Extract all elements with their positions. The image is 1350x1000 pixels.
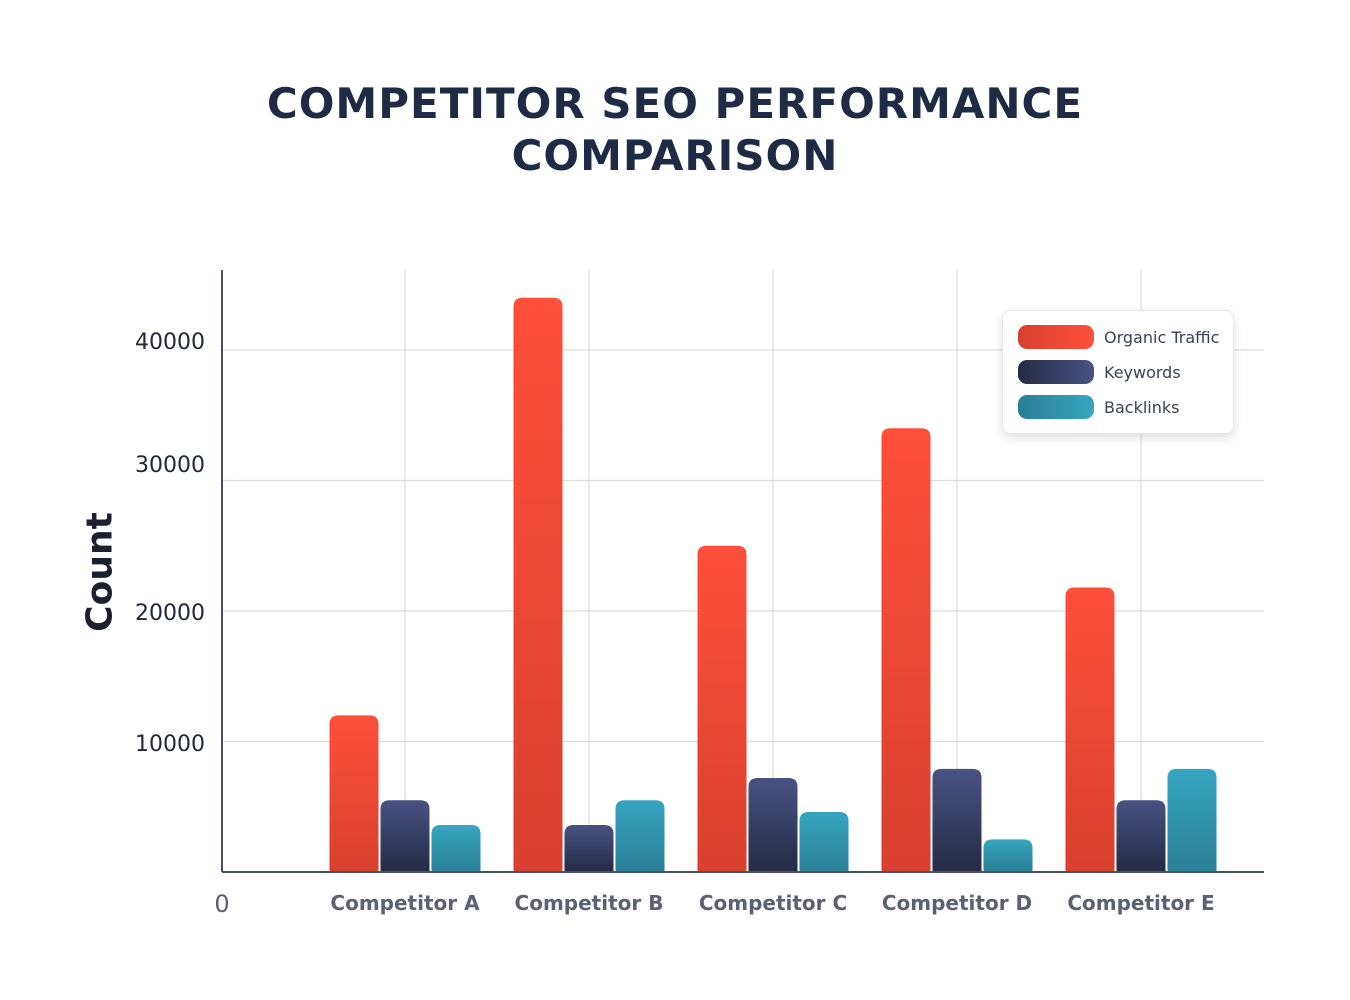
legend-label-keywords: Keywords xyxy=(1104,362,1181,382)
x-tick-label-competitor-a: Competitor A xyxy=(330,891,480,915)
bar-competitor-d-organic-traffic xyxy=(881,428,931,872)
y-tick-label-20000: 20000 xyxy=(135,601,205,626)
x-tick-label-competitor-e: Competitor E xyxy=(1067,891,1214,915)
legend-label-organic-traffic: Organic Traffic xyxy=(1104,327,1220,347)
bar-competitor-e-organic-traffic xyxy=(1065,587,1115,872)
bar-competitor-d-keywords xyxy=(932,768,982,872)
bar-competitor-e-keywords xyxy=(1116,800,1166,872)
bar-competitor-d-backlinks xyxy=(983,839,1033,872)
bar-competitor-a-keywords xyxy=(380,800,430,872)
chart-title-line-2: COMPARISON xyxy=(511,131,839,180)
bar-competitor-c-organic-traffic xyxy=(697,545,747,872)
zero-tick-label: 0 xyxy=(214,890,229,918)
legend-item-backlinks: Backlinks xyxy=(1018,395,1179,419)
legend: Organic Traffic Keywords Backlinks xyxy=(1002,310,1234,434)
x-tick-label-competitor-b: Competitor B xyxy=(515,891,664,915)
chart-title: COMPETITOR SEO PERFORMANCE COMPARISON xyxy=(0,78,1350,182)
y-tick-label-10000: 10000 xyxy=(135,732,205,757)
bar-competitor-c-keywords xyxy=(748,778,798,872)
legend-swatch-backlinks xyxy=(1018,395,1094,419)
bar-competitor-c-backlinks xyxy=(799,811,849,872)
legend-item-organic-traffic: Organic Traffic xyxy=(1018,325,1219,349)
y-tick-label-40000: 40000 xyxy=(135,330,205,355)
bar-competitor-b-organic-traffic xyxy=(513,297,563,872)
y-tick-label-30000: 30000 xyxy=(135,453,205,478)
legend-swatch-organic-traffic xyxy=(1018,325,1094,349)
bars xyxy=(329,297,1217,872)
bar-competitor-e-backlinks xyxy=(1167,768,1217,872)
legend-item-keywords: Keywords xyxy=(1018,360,1181,384)
tick-labels: 10000 20000 30000 40000 0 Competitor A Competi… xyxy=(135,330,1215,918)
bar-competitor-a-backlinks xyxy=(431,825,481,872)
bar-competitor-a-organic-traffic xyxy=(329,715,379,872)
bar-competitor-b-backlinks xyxy=(615,800,665,872)
legend-label-backlinks: Backlinks xyxy=(1104,397,1180,417)
x-tick-label-competitor-d: Competitor D xyxy=(882,891,1032,915)
legend-swatch-keywords xyxy=(1018,360,1094,384)
x-tick-label-competitor-c: Competitor C xyxy=(699,891,847,915)
axes xyxy=(221,270,1264,873)
chart-title-line-1: COMPETITOR SEO PERFORMANCE xyxy=(266,79,1084,128)
bar-competitor-b-keywords xyxy=(564,825,614,872)
